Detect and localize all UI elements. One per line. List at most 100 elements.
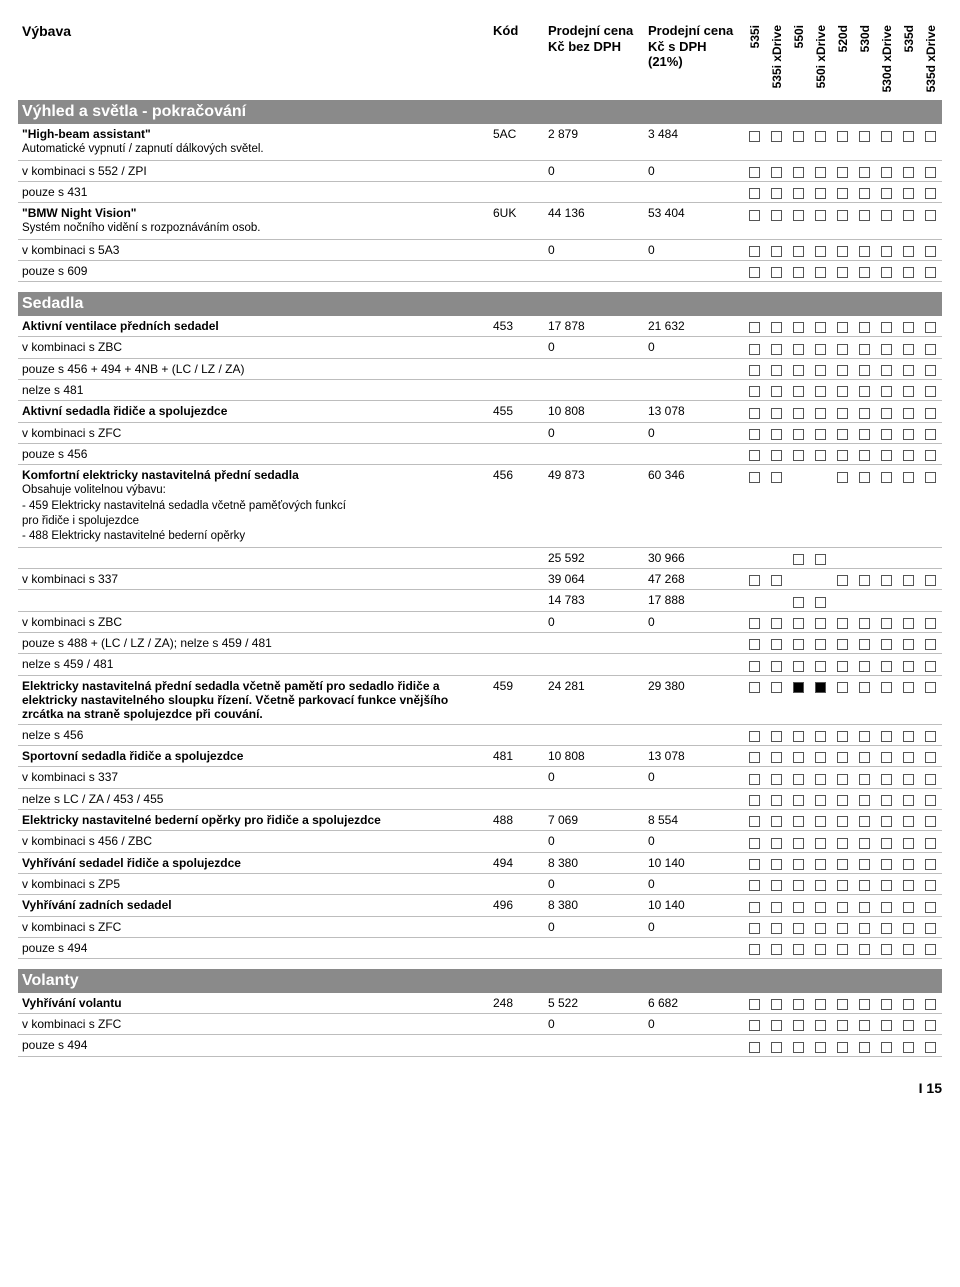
avail-box — [766, 633, 788, 654]
avail-box — [810, 337, 832, 358]
avail-box — [876, 160, 898, 181]
avail-box — [920, 182, 942, 203]
row-kod: 453 — [489, 316, 544, 337]
row-price-dph: 6 682 — [644, 993, 744, 1014]
avail-box — [766, 852, 788, 873]
row-label: nelze s 481 — [18, 379, 489, 400]
avail-box — [788, 590, 810, 611]
avail-box — [876, 810, 898, 831]
avail-box — [832, 1035, 854, 1056]
model-col-3: 550i xDrive — [810, 20, 832, 100]
avail-box — [920, 611, 942, 632]
avail-box — [832, 401, 854, 422]
row-price-nodph: 0 — [544, 874, 644, 895]
avail-box — [788, 239, 810, 260]
avail-box — [810, 810, 832, 831]
avail-box — [832, 895, 854, 916]
row-label: nelze s 459 / 481 — [18, 654, 489, 675]
row-kod: 248 — [489, 993, 544, 1014]
section-title: Volanty — [18, 969, 942, 993]
avail-box — [920, 124, 942, 160]
avail-box — [744, 916, 766, 937]
row-price-dph: 10 140 — [644, 895, 744, 916]
avail-box — [920, 633, 942, 654]
avail-box — [832, 993, 854, 1014]
row-kod — [489, 1035, 544, 1056]
avail-box — [832, 767, 854, 788]
avail-box — [854, 379, 876, 400]
avail-box — [876, 358, 898, 379]
avail-box — [766, 938, 788, 959]
avail-box — [744, 788, 766, 809]
row-label: pouze s 494 — [18, 938, 489, 959]
row-price-dph: 0 — [644, 767, 744, 788]
avail-box — [744, 852, 766, 873]
row-label: v kombinaci s 337 — [18, 569, 489, 590]
avail-box — [810, 1035, 832, 1056]
avail-box — [920, 1035, 942, 1056]
avail-box — [766, 239, 788, 260]
row-price-dph: 53 404 — [644, 203, 744, 239]
row-kod: 496 — [489, 895, 544, 916]
avail-box-empty — [810, 569, 832, 590]
avail-box — [876, 422, 898, 443]
avail-box — [810, 124, 832, 160]
row-price-nodph: 8 380 — [544, 852, 644, 873]
hdr-p2-l1: Prodejní cena — [648, 23, 733, 38]
avail-box — [766, 182, 788, 203]
row-kod — [489, 379, 544, 400]
row-price-nodph: 0 — [544, 239, 644, 260]
row-price-nodph — [544, 443, 644, 464]
row-price-dph: 60 346 — [644, 465, 744, 548]
row-price-dph: 3 484 — [644, 124, 744, 160]
row-kod — [489, 788, 544, 809]
row-label: nelze s LC / ZA / 453 / 455 — [18, 788, 489, 809]
row-price-dph: 0 — [644, 160, 744, 181]
row-kod — [489, 547, 544, 568]
avail-box — [898, 916, 920, 937]
avail-box — [920, 767, 942, 788]
avail-box — [854, 1014, 876, 1035]
avail-box — [766, 337, 788, 358]
avail-box — [788, 379, 810, 400]
avail-box — [832, 746, 854, 767]
avail-box — [898, 724, 920, 745]
avail-box — [898, 895, 920, 916]
avail-box — [920, 160, 942, 181]
avail-box — [920, 401, 942, 422]
avail-box — [898, 261, 920, 282]
row-price-dph: 0 — [644, 1014, 744, 1035]
avail-box — [810, 422, 832, 443]
avail-box — [788, 767, 810, 788]
avail-box — [898, 124, 920, 160]
avail-box — [788, 810, 810, 831]
row-price-nodph — [544, 379, 644, 400]
row-kod: 488 — [489, 810, 544, 831]
avail-box — [744, 831, 766, 852]
avail-box — [810, 788, 832, 809]
row-kod — [489, 767, 544, 788]
avail-box — [744, 611, 766, 632]
avail-box — [766, 993, 788, 1014]
row-price-dph: 0 — [644, 422, 744, 443]
avail-box — [788, 422, 810, 443]
avail-box — [766, 895, 788, 916]
avail-box — [920, 874, 942, 895]
row-price-dph: 0 — [644, 337, 744, 358]
avail-box — [920, 852, 942, 873]
avail-box — [854, 633, 876, 654]
avail-box — [898, 1014, 920, 1035]
avail-box — [766, 675, 788, 724]
avail-box-empty — [766, 590, 788, 611]
row-kod: 456 — [489, 465, 544, 548]
avail-box — [766, 831, 788, 852]
avail-box — [744, 874, 766, 895]
row-price-dph — [644, 654, 744, 675]
avail-box — [744, 261, 766, 282]
avail-box — [810, 767, 832, 788]
row-price-dph — [644, 1035, 744, 1056]
avail-box — [810, 160, 832, 181]
avail-box — [766, 788, 788, 809]
row-label: Elektricky nastavitelná přední sedadla v… — [18, 675, 489, 724]
row-kod — [489, 1014, 544, 1035]
